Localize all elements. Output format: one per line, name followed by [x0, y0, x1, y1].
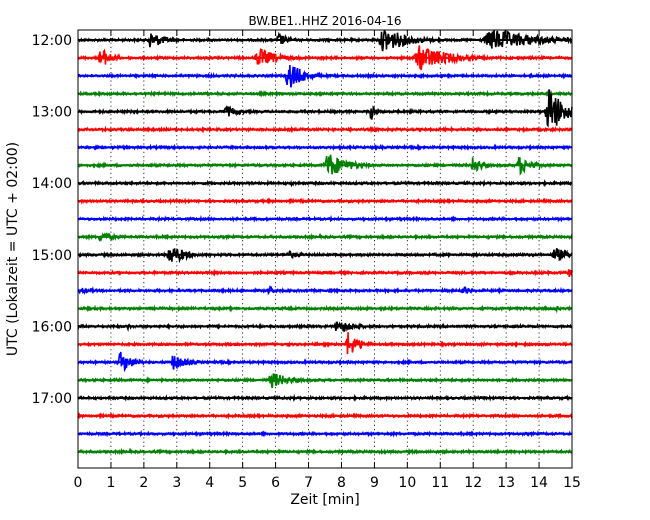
x-tick-label: 2: [139, 475, 148, 491]
y-axis-label: UTC (Lokalzeit = UTC + 02:00): [5, 142, 21, 356]
y-tick-label: 14:00: [32, 176, 72, 192]
y-tick-label: 12:00: [32, 33, 72, 49]
y-tick-label: 13:00: [32, 105, 72, 121]
x-tick-label: 7: [304, 475, 313, 491]
x-tick-label: 9: [370, 475, 379, 491]
y-axis-ticks: 12:00 13:00 14:00 15:00 16:00 17:00: [32, 33, 572, 407]
x-tick-label: 1: [106, 475, 115, 491]
plot-background: [78, 30, 572, 468]
y-tick-label: 15:00: [32, 248, 72, 264]
x-tick-label: 0: [74, 475, 83, 491]
plot-frame: [77, 29, 573, 469]
x-tick-label: 11: [431, 475, 449, 491]
x-tick-label: 6: [271, 475, 280, 491]
y-tick-label: 17:00: [32, 391, 72, 407]
chart-title: BW.BE1..HHZ 2016-04-16: [248, 14, 401, 28]
x-tick-label: 5: [238, 475, 247, 491]
y-tick-label: 16:00: [32, 319, 72, 335]
x-tick-label: 12: [464, 475, 482, 491]
x-tick-label: 15: [563, 475, 581, 491]
x-tick-label: 10: [398, 475, 416, 491]
x-tick-label: 14: [530, 475, 548, 491]
x-tick-label: 13: [497, 475, 515, 491]
x-tick-label: 8: [337, 475, 346, 491]
x-tick-label: 3: [172, 475, 181, 491]
traces-group: [77, 29, 573, 456]
x-axis-label: Zeit [min]: [290, 492, 359, 508]
x-axis-ticks: 0 1 2 3 4 5 6 7 8 9 10 11 12 13 14 15: [74, 30, 581, 491]
x-tick-label: 4: [205, 475, 214, 491]
